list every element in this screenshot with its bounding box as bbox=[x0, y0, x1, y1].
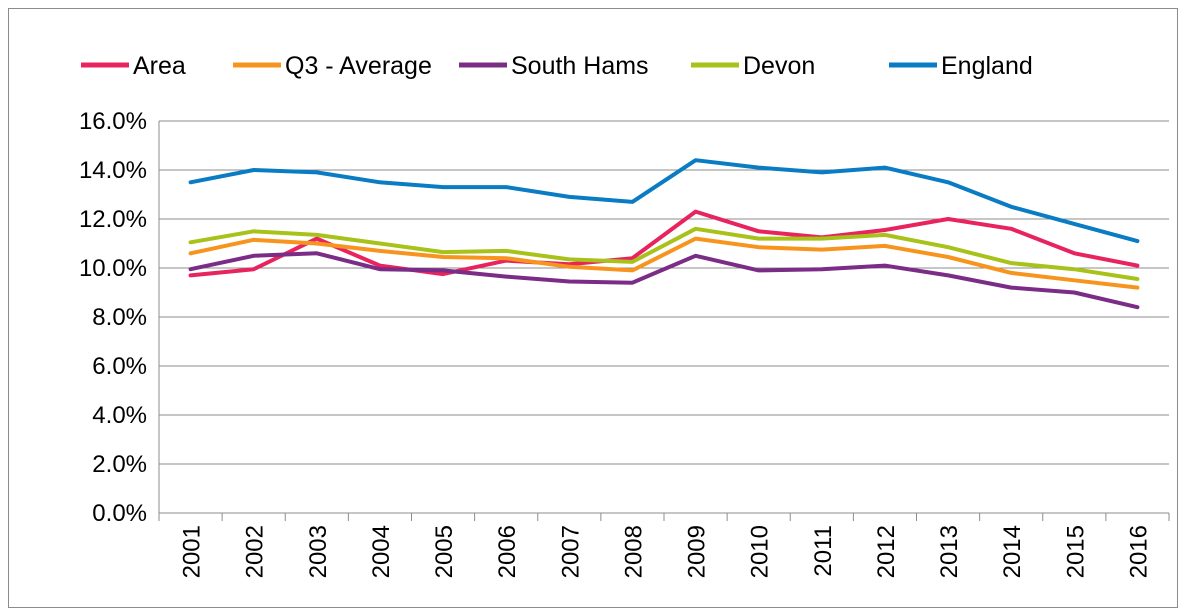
y-tick-label: 10.0% bbox=[79, 255, 147, 282]
legend-label: Devon bbox=[743, 52, 815, 80]
x-tick-label: 2008 bbox=[620, 525, 647, 578]
x-tick-label: 2016 bbox=[1125, 525, 1152, 578]
legend-label: South Hams bbox=[511, 52, 649, 80]
y-tick-label: 8.0% bbox=[92, 304, 147, 331]
x-tick-label: 2014 bbox=[999, 525, 1026, 578]
y-tick-label: 6.0% bbox=[92, 353, 147, 380]
x-tick-label: 2003 bbox=[305, 525, 332, 578]
x-tick-label: 2012 bbox=[873, 525, 900, 578]
x-tick-label: 2013 bbox=[936, 525, 963, 578]
x-tick-label: 2015 bbox=[1062, 525, 1089, 578]
series-line-devon bbox=[188, 226, 1140, 281]
y-tick-label: 2.0% bbox=[92, 451, 147, 478]
x-tick-label: 2002 bbox=[242, 525, 269, 578]
y-tick-label: 14.0% bbox=[79, 157, 147, 184]
chart-frame: 0.0% 2.0% 4.0% 6.0% 8.0% 10.0% 12.0% 14.0% 16.0%… bbox=[8, 8, 1178, 608]
y-tick-label: 16.0% bbox=[79, 108, 147, 135]
x-tick-label: 2010 bbox=[747, 525, 774, 578]
x-tick-label: 2007 bbox=[557, 525, 584, 578]
line-chart: 0.0% 2.0% 4.0% 6.0% 8.0% 10.0% 12.0% 14.0% 16.0%… bbox=[79, 52, 1170, 578]
y-tick-label: 0.0% bbox=[92, 500, 147, 527]
series-line-area bbox=[188, 209, 1140, 278]
x-tick-label: 2004 bbox=[368, 525, 395, 578]
x-tick-label: 2011 bbox=[810, 525, 837, 577]
series-line-q3-average bbox=[188, 236, 1140, 290]
y-tick-label: 4.0% bbox=[92, 402, 147, 429]
legend-label: England bbox=[941, 52, 1033, 80]
series-line-england bbox=[188, 158, 1140, 244]
x-tick-label: 2009 bbox=[684, 525, 711, 578]
legend-label: Q3 - Average bbox=[285, 52, 432, 80]
x-tick-label: 2001 bbox=[179, 525, 206, 578]
legend-label: Area bbox=[133, 52, 186, 80]
x-tick-label: 2005 bbox=[431, 525, 458, 578]
series-line-south-hams bbox=[188, 251, 1140, 310]
x-tick-label: 2006 bbox=[494, 525, 521, 578]
y-tick-label: 12.0% bbox=[79, 206, 147, 233]
